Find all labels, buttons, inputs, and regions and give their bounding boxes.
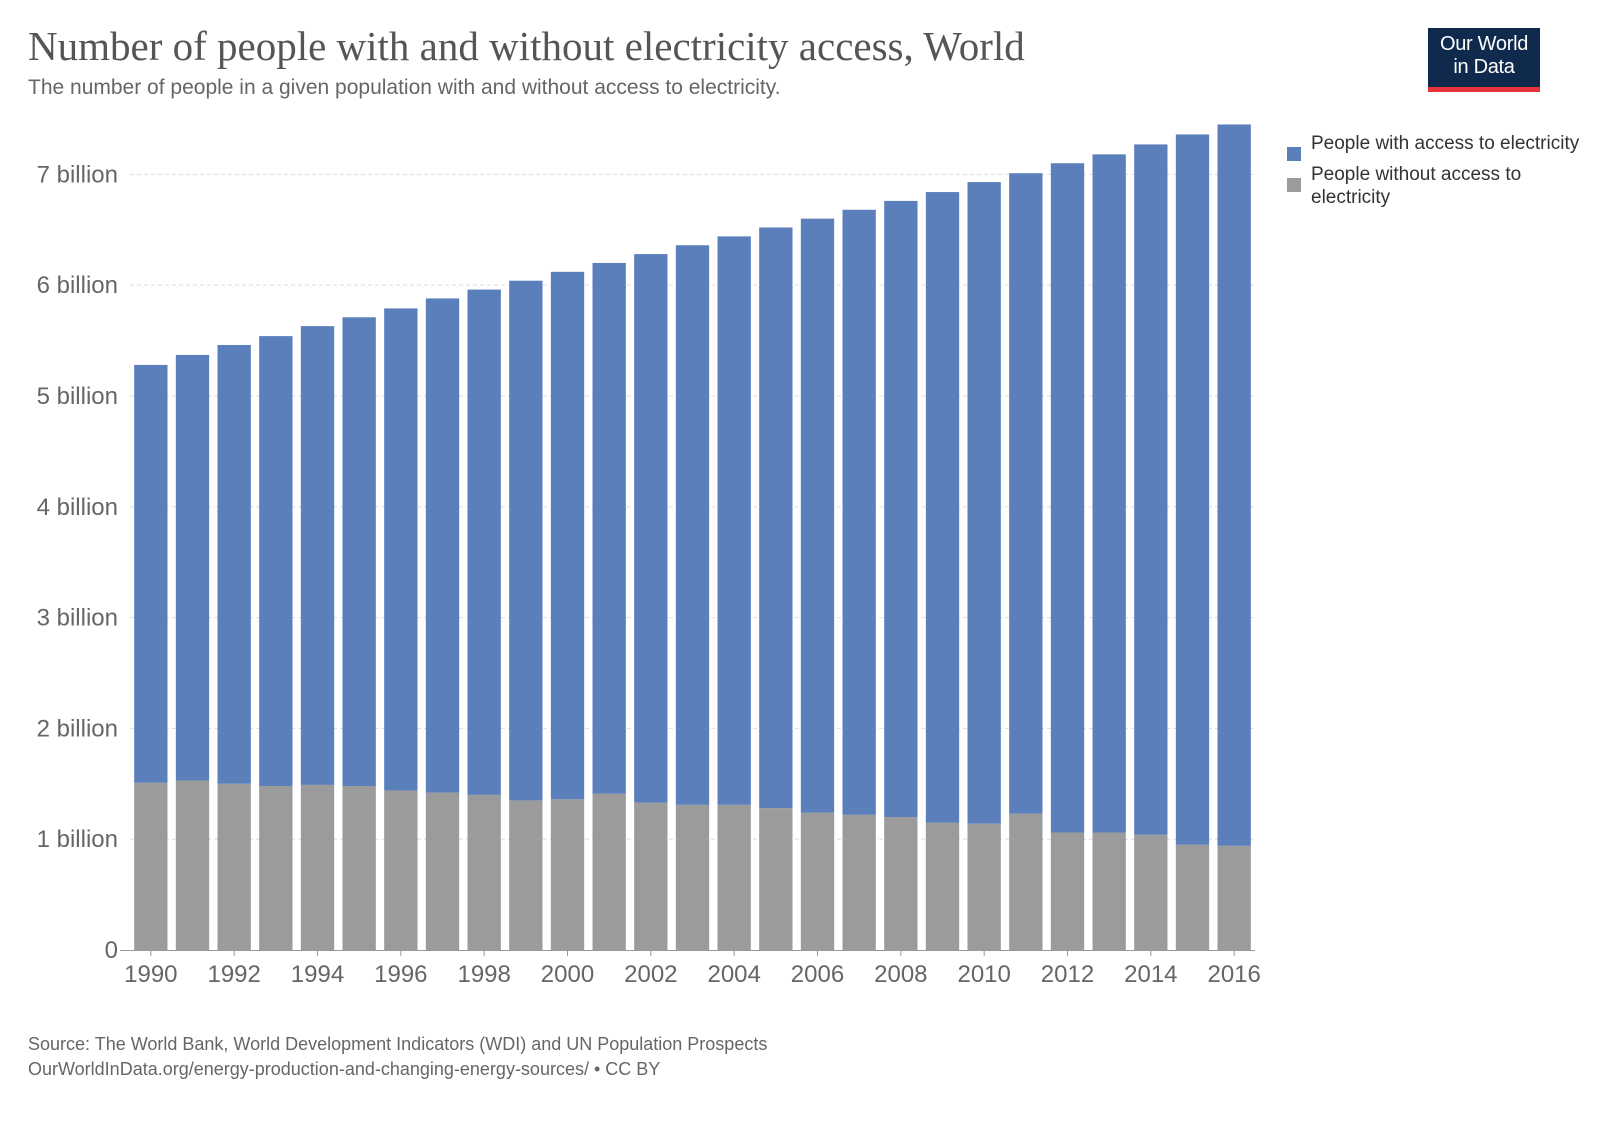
- y-tick-label: 2 billion: [37, 715, 118, 742]
- bar-segment[interactable]: [425, 298, 460, 793]
- bar-segment[interactable]: [217, 783, 251, 950]
- bar-segment[interactable]: [509, 800, 543, 950]
- legend-swatch-without-access: [1287, 178, 1301, 192]
- bar-segment[interactable]: [717, 236, 751, 805]
- bar-segment[interactable]: [675, 245, 710, 805]
- bar-segment[interactable]: [634, 802, 668, 950]
- bar-segment[interactable]: [842, 814, 876, 950]
- bar-segment[interactable]: [300, 326, 335, 785]
- bar-segment[interactable]: [967, 823, 1001, 950]
- bar-segment[interactable]: [592, 793, 626, 950]
- bar-segment[interactable]: [884, 200, 918, 818]
- bar-segment[interactable]: [1092, 832, 1126, 950]
- bar-segment[interactable]: [800, 218, 835, 813]
- bar-segment[interactable]: [592, 262, 626, 794]
- y-tick-label: 0: [105, 937, 118, 964]
- bar-segment[interactable]: [759, 808, 793, 950]
- bar-segment[interactable]: [300, 784, 335, 950]
- x-tick-label: 2004: [707, 961, 760, 988]
- bar-segment[interactable]: [1175, 844, 1210, 950]
- bar-segment[interactable]: [842, 209, 876, 815]
- bar-segment[interactable]: [925, 822, 960, 950]
- legend-label-with-access: People with access to electricity: [1311, 133, 1580, 154]
- bar-segment[interactable]: [634, 254, 668, 803]
- bar-segment[interactable]: [384, 308, 418, 791]
- legend-swatch-with-access: [1287, 147, 1301, 161]
- x-tick-label: 1994: [291, 961, 344, 988]
- owid-logo[interactable]: Our World in Data: [1428, 28, 1540, 92]
- bar-segment[interactable]: [467, 289, 501, 795]
- bar-segment[interactable]: [925, 192, 960, 823]
- bar-segment[interactable]: [175, 354, 210, 781]
- bar-segment[interactable]: [1050, 832, 1085, 950]
- source-note: Source: The World Bank, World Developmen…: [28, 1034, 768, 1054]
- logo-line-1: Our World: [1439, 33, 1529, 55]
- series-with-access: [134, 124, 1251, 846]
- chart-subtitle: The number of people in a given populati…: [28, 76, 781, 99]
- bar-segment[interactable]: [259, 336, 293, 786]
- stacked-bar-chart: 0 1 billion 2 billion 3 billion 4 billion 5 b…: [37, 124, 1261, 988]
- x-tick-label: 2002: [624, 961, 677, 988]
- x-tick-label: 2008: [874, 961, 927, 988]
- bar-segment[interactable]: [884, 817, 918, 950]
- y-tick-label: 1 billion: [37, 826, 118, 853]
- bar-segment[interactable]: [717, 804, 751, 950]
- source-url[interactable]: OurWorldInData.org/energy-production-and…: [28, 1059, 661, 1079]
- bar-segment[interactable]: [1050, 163, 1085, 833]
- bar-segment[interactable]: [1134, 834, 1168, 950]
- bar-segment[interactable]: [342, 317, 376, 786]
- bar-segment[interactable]: [1175, 134, 1210, 845]
- bar-segment[interactable]: [675, 804, 710, 950]
- bar-segment[interactable]: [134, 364, 168, 783]
- bar-segment[interactable]: [1217, 124, 1251, 846]
- bar-segment[interactable]: [1134, 144, 1168, 835]
- legend-label-without-access: People without access to electricity: [1311, 164, 1522, 208]
- y-tick-label: 5 billion: [37, 383, 118, 410]
- bar-segment[interactable]: [800, 812, 835, 950]
- x-tick-label: 1998: [457, 961, 510, 988]
- bar-segment[interactable]: [134, 782, 168, 950]
- bar-segment[interactable]: [217, 344, 251, 784]
- axes: 0 1 billion 2 billion 3 billion 4 billion 5 b…: [37, 161, 1261, 988]
- y-tick-label: 4 billion: [37, 494, 118, 521]
- y-tick-label: 7 billion: [37, 161, 118, 188]
- bar-segment[interactable]: [425, 792, 460, 950]
- bar-segment[interactable]: [259, 786, 293, 950]
- legend-item-without-access[interactable]: People without access to electricity: [1287, 163, 1587, 209]
- bar-segment[interactable]: [1009, 813, 1043, 950]
- bar-segment[interactable]: [384, 790, 418, 950]
- bar-segment[interactable]: [1217, 845, 1251, 950]
- bar-segment[interactable]: [342, 786, 376, 950]
- x-tick-label: 1990: [124, 961, 177, 988]
- bar-segment[interactable]: [509, 280, 543, 801]
- bar-segment[interactable]: [1092, 154, 1126, 833]
- legend-item-with-access[interactable]: People with access to electricity: [1287, 132, 1587, 161]
- legend: People with access to electricity People…: [1287, 132, 1587, 217]
- x-tick-label: 2014: [1124, 961, 1177, 988]
- bar-segment[interactable]: [967, 182, 1001, 824]
- bar-segment[interactable]: [467, 794, 501, 950]
- x-tick-label: 2012: [1041, 961, 1094, 988]
- x-tick-label: 2000: [541, 961, 594, 988]
- x-tick-label: 1996: [374, 961, 427, 988]
- y-tick-label: 6 billion: [37, 272, 118, 299]
- x-tick-label: 2016: [1207, 961, 1260, 988]
- bar-segment[interactable]: [175, 780, 210, 950]
- x-tick-label: 2006: [791, 961, 844, 988]
- bar-segment[interactable]: [550, 799, 585, 950]
- bars: [134, 124, 1251, 950]
- series-without-access: [134, 780, 1251, 950]
- logo-accent-bar: [1428, 87, 1540, 92]
- logo-line-2: in Data: [1453, 56, 1515, 78]
- y-tick-label: 3 billion: [37, 605, 118, 632]
- x-tick-label: 1992: [207, 961, 260, 988]
- footer: Source: The World Bank, World Developmen…: [28, 1032, 767, 1082]
- bar-segment[interactable]: [759, 227, 793, 809]
- bar-segment[interactable]: [550, 271, 585, 800]
- x-tick-label: 2010: [957, 961, 1010, 988]
- chart-title: Number of people with and without electr…: [28, 23, 1025, 69]
- bar-segment[interactable]: [1009, 173, 1043, 814]
